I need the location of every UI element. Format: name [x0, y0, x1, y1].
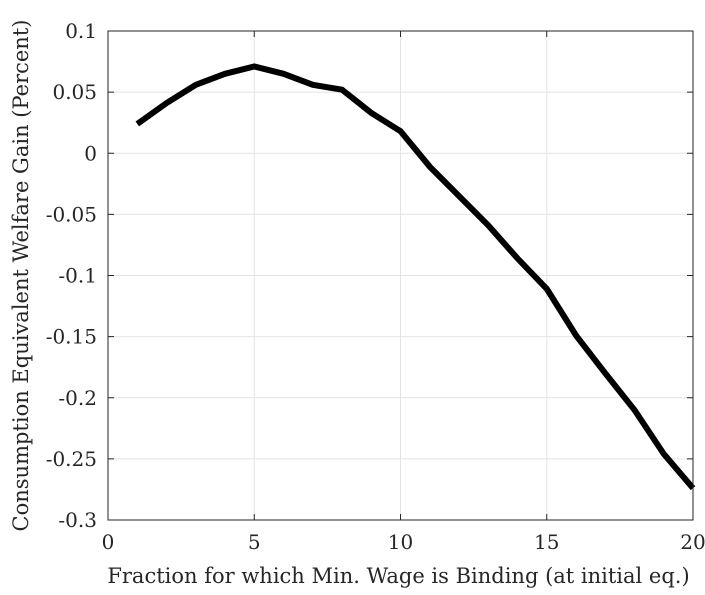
x-tick-label: 15 — [534, 530, 559, 554]
tick-marks — [107, 30, 694, 521]
y-axis-label: Consumption Equivalent Welfare Gain (Per… — [9, 20, 33, 532]
y-tick-label: 0 — [84, 141, 97, 165]
x-tick-label: 20 — [680, 530, 705, 554]
x-axis-label: Fraction for which Min. Wage is Binding … — [107, 564, 689, 588]
x-tick-label: 0 — [102, 530, 115, 554]
y-tick-label: -0.25 — [46, 447, 97, 471]
y-tick-labels: 0.1 0.05 0 -0.05 -0.1 -0.15 -0.2 -0.25 -0.3 — [46, 19, 97, 532]
y-tick-label: -0.1 — [58, 264, 97, 288]
y-tick-label: 0.1 — [65, 19, 97, 43]
y-tick-label: -0.05 — [46, 202, 97, 226]
series-line — [135, 63, 696, 491]
y-tick-label: -0.3 — [58, 508, 97, 532]
series-layer — [135, 63, 696, 491]
grid — [107, 30, 694, 521]
x-tick-label: 10 — [388, 530, 413, 554]
x-tick-label: 5 — [248, 530, 261, 554]
y-tick-label: -0.15 — [46, 325, 97, 349]
y-tick-label: -0.2 — [58, 386, 97, 410]
y-tick-label: 0.05 — [52, 80, 97, 104]
x-tick-labels: 0 5 10 15 20 — [102, 530, 705, 554]
